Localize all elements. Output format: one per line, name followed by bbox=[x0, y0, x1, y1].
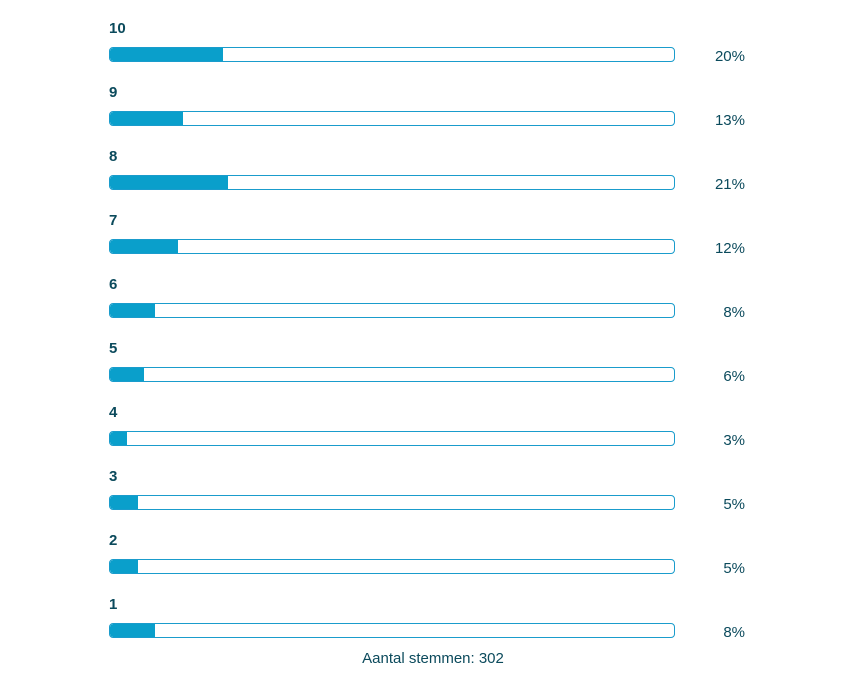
result-row: 8 21% bbox=[0, 148, 866, 212]
rating-label: 8 bbox=[109, 148, 118, 165]
bar-fill bbox=[110, 560, 139, 573]
percentage-label: 5% bbox=[723, 560, 745, 577]
bar-fill bbox=[110, 624, 156, 637]
rating-label: 10 bbox=[109, 20, 126, 37]
percentage-label: 5% bbox=[723, 496, 745, 513]
percentage-label: 20% bbox=[714, 48, 745, 65]
result-row: 9 13% bbox=[0, 84, 866, 148]
rating-label: 5 bbox=[109, 340, 118, 357]
bar-fill bbox=[110, 240, 178, 253]
percentage-label: 3% bbox=[723, 432, 745, 449]
bar-fill bbox=[110, 368, 144, 381]
result-row: 2 5% bbox=[0, 532, 866, 596]
vote-count-label: Aantal stemmen: 302 bbox=[362, 650, 504, 667]
result-row: 6 8% bbox=[0, 276, 866, 340]
bar-fill bbox=[110, 48, 223, 61]
rating-label: 2 bbox=[109, 532, 118, 549]
bar-fill bbox=[110, 496, 139, 509]
bar-track bbox=[109, 559, 675, 574]
bar-fill bbox=[110, 112, 184, 125]
bar-track bbox=[109, 47, 675, 62]
bar-fill bbox=[110, 304, 156, 317]
bar-fill bbox=[110, 176, 229, 189]
result-row: 5 6% bbox=[0, 340, 866, 404]
bar-track bbox=[109, 111, 675, 126]
result-row: 3 5% bbox=[0, 468, 866, 532]
bar-track bbox=[109, 431, 675, 446]
result-row: 4 3% bbox=[0, 404, 866, 468]
bar-track bbox=[109, 303, 675, 318]
rating-label: 7 bbox=[109, 212, 118, 229]
percentage-label: 8% bbox=[723, 624, 745, 641]
bar-track bbox=[109, 175, 675, 190]
bar-track bbox=[109, 367, 675, 382]
rating-label: 6 bbox=[109, 276, 118, 293]
bar-track bbox=[109, 623, 675, 638]
bar-track bbox=[109, 239, 675, 254]
rating-label: 3 bbox=[109, 468, 118, 485]
percentage-label: 21% bbox=[714, 176, 745, 193]
percentage-label: 6% bbox=[723, 368, 745, 385]
result-row: 7 12% bbox=[0, 212, 866, 276]
bar-fill bbox=[110, 432, 127, 445]
rating-label: 1 bbox=[109, 596, 118, 613]
rating-label: 4 bbox=[109, 404, 118, 421]
result-row: 10 20% bbox=[0, 20, 866, 84]
percentage-label: 8% bbox=[723, 304, 745, 321]
result-row: 1 8% bbox=[0, 596, 866, 660]
rating-label: 9 bbox=[109, 84, 118, 101]
percentage-label: 12% bbox=[714, 240, 745, 257]
percentage-label: 13% bbox=[714, 112, 745, 129]
bar-track bbox=[109, 495, 675, 510]
